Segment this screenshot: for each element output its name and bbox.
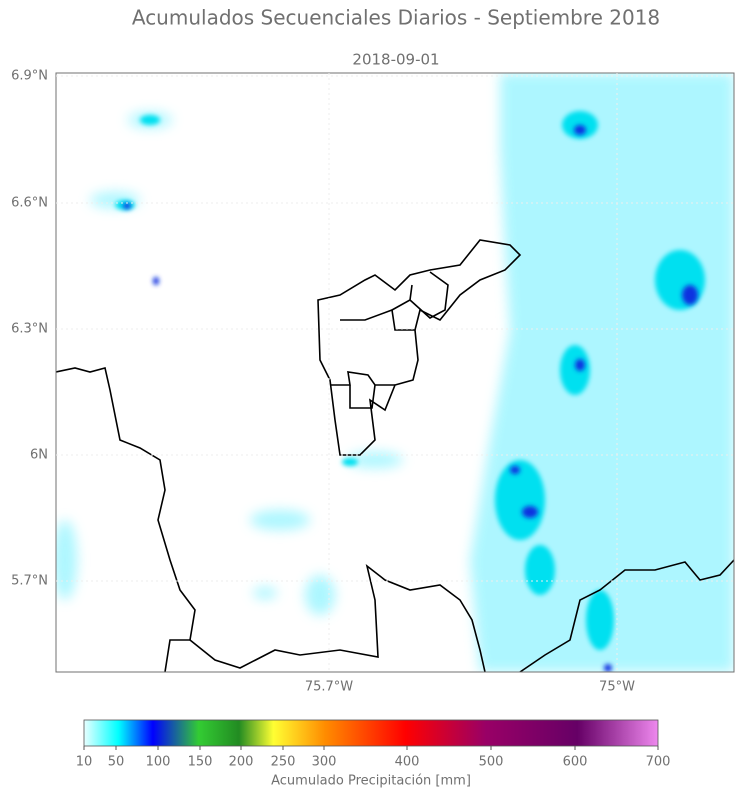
- lon-tick-label: 75.7°W: [305, 680, 353, 695]
- colorbar-tick-label: 700: [646, 755, 671, 770]
- colorbar-tick-label: 150: [188, 755, 213, 770]
- map: [56, 73, 734, 672]
- lat-tick-label: 6.9°N: [11, 69, 48, 84]
- lat-tick-label: 6N: [30, 448, 48, 463]
- colorbar-tick-label: 50: [108, 755, 125, 770]
- colorbar-tick-label: 600: [563, 755, 588, 770]
- colorbar-tick-label: 10: [76, 755, 93, 770]
- colorbar-tick-label: 400: [395, 755, 420, 770]
- colorbar-label: Acumulado Precipitación [mm]: [271, 774, 471, 789]
- plot-frame: [55, 72, 735, 673]
- colorbar-tick-label: 250: [271, 755, 296, 770]
- lat-tick-label: 6.6°N: [11, 196, 48, 211]
- lon-tick-label: 75°W: [599, 680, 635, 695]
- axis-ticks: 6.9°N 6.6°N 6.3°N 6N 5.7°N 75.7°W 75°W: [11, 69, 734, 695]
- lat-tick-label: 5.7°N: [11, 574, 48, 589]
- subtitle: 2018-09-01: [352, 51, 439, 69]
- colorbar-ticks: 10 50 100 150 200 250 300 400 500 600 700: [76, 746, 671, 770]
- colorbar-tick-label: 300: [312, 755, 337, 770]
- colorbar-tick-label: 500: [479, 755, 504, 770]
- colorbar-tick-label: 200: [229, 755, 254, 770]
- colorbar: [83, 719, 659, 747]
- lat-tick-label: 6.3°N: [11, 322, 48, 337]
- colorbar-tick-label: 100: [146, 755, 171, 770]
- title: Acumulados Secuenciales Diarios - Septie…: [132, 6, 660, 30]
